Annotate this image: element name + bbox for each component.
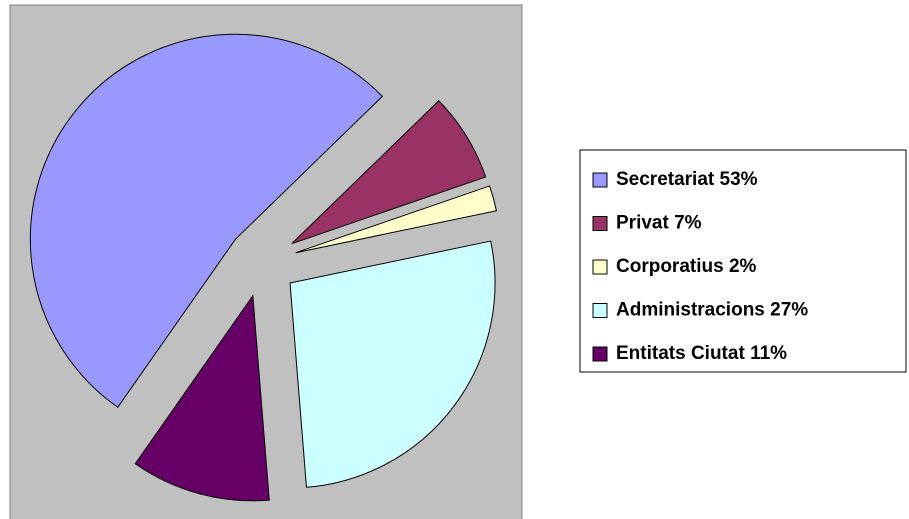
legend-label: Entitats Ciutat 11% <box>616 343 787 364</box>
pie-slice <box>291 100 487 245</box>
pie-slice <box>134 294 270 502</box>
legend-value: 53% <box>720 169 758 190</box>
legend-category: Privat <box>616 213 669 234</box>
legend-swatch <box>592 303 608 318</box>
legend-label: Privat 7% <box>616 213 702 234</box>
legend-category: Corporatius <box>616 256 724 277</box>
legend-category: Entitats Ciutat <box>616 343 745 364</box>
pie-slice <box>29 33 384 408</box>
legend-swatch <box>592 216 608 231</box>
pie-slice <box>295 185 498 254</box>
legend-category: Administracions <box>616 300 765 321</box>
pie-slice <box>289 240 496 488</box>
legend-value: 2% <box>729 256 757 277</box>
legend-swatch <box>592 172 608 188</box>
legend-label: Corporatius 2% <box>616 256 757 277</box>
legend <box>579 149 907 373</box>
legend-value: 11% <box>750 343 787 364</box>
legend-value: 7% <box>674 213 702 234</box>
legend-swatch <box>592 259 608 275</box>
legend-category: Secretariat <box>616 169 715 190</box>
legend-label: Secretariat 53% <box>616 169 758 190</box>
legend-value: 27% <box>770 300 808 321</box>
legend-label: Administracions 27% <box>616 300 808 321</box>
legend-swatch <box>592 346 608 362</box>
